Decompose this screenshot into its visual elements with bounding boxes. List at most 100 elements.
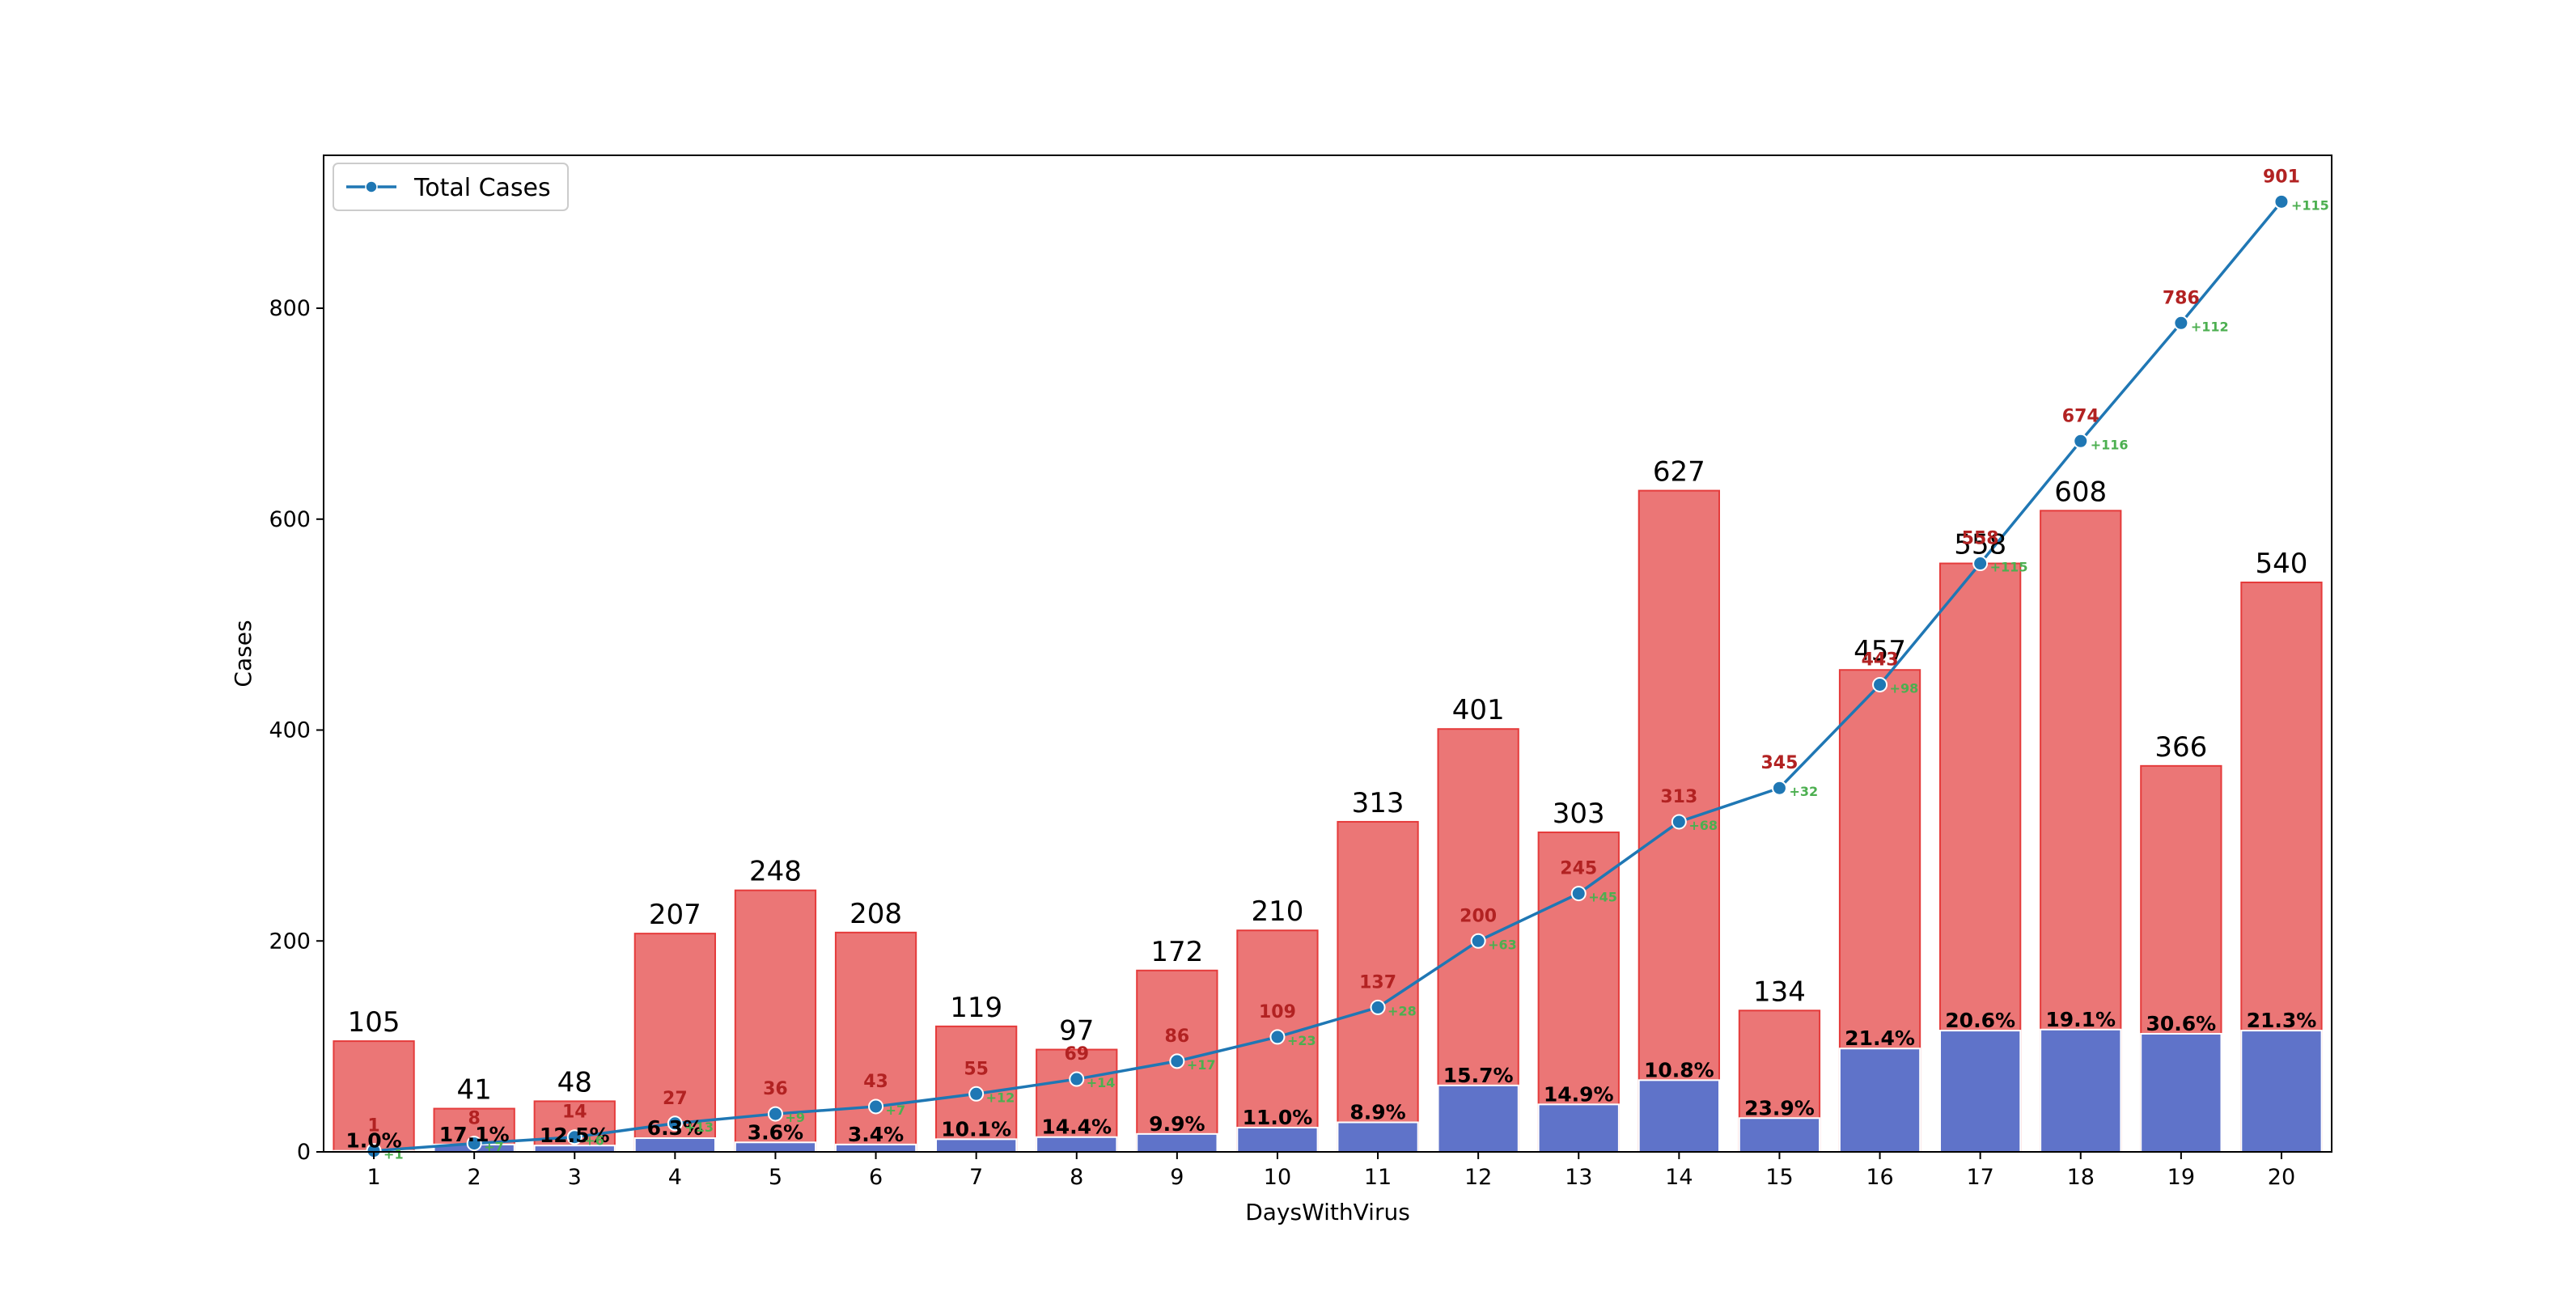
bar-value-label-15: 134 bbox=[1753, 976, 1806, 1008]
total-label-19: 786 bbox=[2163, 288, 2200, 308]
bar-increment-14 bbox=[1638, 1079, 1720, 1153]
increment-label-14: +68 bbox=[1688, 818, 1718, 833]
total-label-6: 43 bbox=[863, 1072, 888, 1092]
pct-label-15: 23.9% bbox=[1744, 1096, 1815, 1120]
total-label-20: 901 bbox=[2263, 167, 2300, 187]
increment-label-4: +13 bbox=[684, 1120, 714, 1135]
x-tick-label: 19 bbox=[2167, 1165, 2195, 1190]
bar-value-label-14: 627 bbox=[1653, 456, 1705, 489]
point-total-cases-10 bbox=[1269, 1029, 1286, 1045]
bar-increment-4 bbox=[633, 1137, 716, 1153]
point-total-cases-13 bbox=[1570, 886, 1587, 902]
total-label-15: 345 bbox=[1760, 753, 1798, 773]
x-tick-label: 12 bbox=[1464, 1165, 1492, 1190]
legend-marker-swatch bbox=[365, 180, 378, 193]
bar-increment-11 bbox=[1337, 1121, 1419, 1153]
x-tick-label: 17 bbox=[1966, 1165, 1993, 1190]
total-label-13: 245 bbox=[1560, 859, 1597, 879]
total-label-1: 1 bbox=[367, 1116, 379, 1137]
increment-label-17: +115 bbox=[1990, 560, 2028, 575]
pct-label-14: 10.8% bbox=[1644, 1058, 1714, 1081]
total-label-11: 137 bbox=[1359, 972, 1396, 993]
increment-label-2: +7 bbox=[484, 1140, 504, 1155]
total-label-9: 86 bbox=[1165, 1026, 1190, 1047]
pct-label-2: 17.1% bbox=[439, 1123, 510, 1146]
increment-label-16: +98 bbox=[1890, 680, 1919, 696]
line-layer bbox=[366, 193, 2290, 1159]
point-total-cases-19 bbox=[2173, 315, 2189, 331]
legend-entry-total-cases: Total Cases bbox=[413, 174, 551, 202]
bar-increment-20 bbox=[2240, 1030, 2323, 1153]
bar-value-label-11: 313 bbox=[1352, 787, 1405, 819]
x-tick-label: 13 bbox=[1565, 1165, 1592, 1190]
bar-value-label-20: 540 bbox=[2255, 548, 2307, 580]
total-label-17: 558 bbox=[1962, 529, 1999, 549]
point-total-cases-4 bbox=[667, 1115, 683, 1132]
pct-label-5: 3.6% bbox=[748, 1120, 803, 1144]
bar-increment-7 bbox=[935, 1138, 1018, 1153]
x-tick-label: 9 bbox=[1170, 1165, 1184, 1190]
y-tick-label: 600 bbox=[269, 507, 311, 532]
total-label-12: 200 bbox=[1460, 906, 1497, 926]
pct-label-6: 3.4% bbox=[848, 1123, 904, 1146]
bar-value-label-12: 401 bbox=[1452, 694, 1505, 726]
point-total-cases-2 bbox=[466, 1136, 482, 1152]
bar-value-label-17: 558 bbox=[1954, 529, 2006, 561]
y-tick-label: 800 bbox=[269, 296, 311, 321]
point-total-cases-18 bbox=[2073, 433, 2089, 449]
bar-value-label-6: 208 bbox=[849, 898, 902, 930]
x-tick-label: 11 bbox=[1364, 1165, 1392, 1190]
x-tick-label: 6 bbox=[869, 1165, 883, 1190]
bar-increment-15 bbox=[1738, 1117, 1821, 1153]
point-total-cases-3 bbox=[566, 1129, 583, 1145]
increment-label-18: +116 bbox=[2091, 437, 2129, 452]
bar-daily-11 bbox=[1337, 820, 1419, 1153]
increment-label-9: +17 bbox=[1187, 1057, 1216, 1073]
total-label-5: 36 bbox=[763, 1079, 788, 1099]
bar-value-label-1: 105 bbox=[348, 1006, 400, 1039]
pct-label-12: 15.7% bbox=[1443, 1064, 1514, 1087]
increment-label-15: +32 bbox=[1789, 784, 1818, 799]
total-label-10: 109 bbox=[1259, 1002, 1296, 1022]
bar-increment-10 bbox=[1236, 1127, 1319, 1153]
bar-daily-4 bbox=[633, 933, 716, 1153]
y-axis-label: Cases bbox=[230, 620, 256, 687]
bar-increment-19 bbox=[2140, 1032, 2222, 1153]
point-total-cases-14 bbox=[1671, 814, 1687, 830]
bar-value-label-2: 41 bbox=[457, 1074, 492, 1107]
pct-label-18: 19.1% bbox=[2045, 1008, 2116, 1031]
point-total-cases-7 bbox=[968, 1086, 985, 1102]
bar-value-label-3: 48 bbox=[557, 1066, 592, 1098]
point-total-cases-20 bbox=[2273, 193, 2290, 210]
y-tick-label: 400 bbox=[269, 718, 311, 743]
increment-label-10: +23 bbox=[1287, 1033, 1316, 1048]
pct-label-13: 14.9% bbox=[1544, 1082, 1614, 1106]
bar-value-label-5: 248 bbox=[749, 856, 802, 888]
plot-frame bbox=[323, 154, 2332, 1153]
total-label-16: 443 bbox=[1862, 650, 1899, 670]
bar-increment-8 bbox=[1036, 1136, 1118, 1153]
legend-box bbox=[333, 163, 569, 211]
bar-increment-9 bbox=[1136, 1132, 1218, 1153]
pct-label-7: 10.1% bbox=[941, 1117, 1011, 1141]
labels-layer: 105 41 48 207 248 208 119 97 172 210 313 401 303 627 1… bbox=[345, 167, 2328, 1162]
pct-label-17: 20.6% bbox=[1945, 1009, 2015, 1032]
bar-increment-18 bbox=[2040, 1028, 2122, 1153]
x-tick-label: 15 bbox=[1765, 1165, 1793, 1190]
legend: Total Cases bbox=[333, 163, 569, 211]
bar-increment-16 bbox=[1838, 1048, 1921, 1153]
point-total-cases-8 bbox=[1069, 1071, 1085, 1087]
point-total-cases-15 bbox=[1771, 780, 1787, 796]
increment-label-12: +63 bbox=[1488, 937, 1517, 952]
point-total-cases-9 bbox=[1169, 1053, 1185, 1069]
bar-value-label-18: 608 bbox=[2054, 476, 2107, 508]
total-label-14: 313 bbox=[1660, 787, 1697, 807]
point-total-cases-5 bbox=[767, 1106, 783, 1122]
pct-label-16: 21.4% bbox=[1845, 1026, 1915, 1050]
bar-value-label-7: 119 bbox=[950, 992, 1002, 1024]
x-tick-label: 4 bbox=[668, 1165, 682, 1190]
bar-value-label-8: 97 bbox=[1059, 1015, 1094, 1048]
bar-daily-1 bbox=[333, 1040, 415, 1153]
x-tick-label: 10 bbox=[1264, 1165, 1291, 1190]
